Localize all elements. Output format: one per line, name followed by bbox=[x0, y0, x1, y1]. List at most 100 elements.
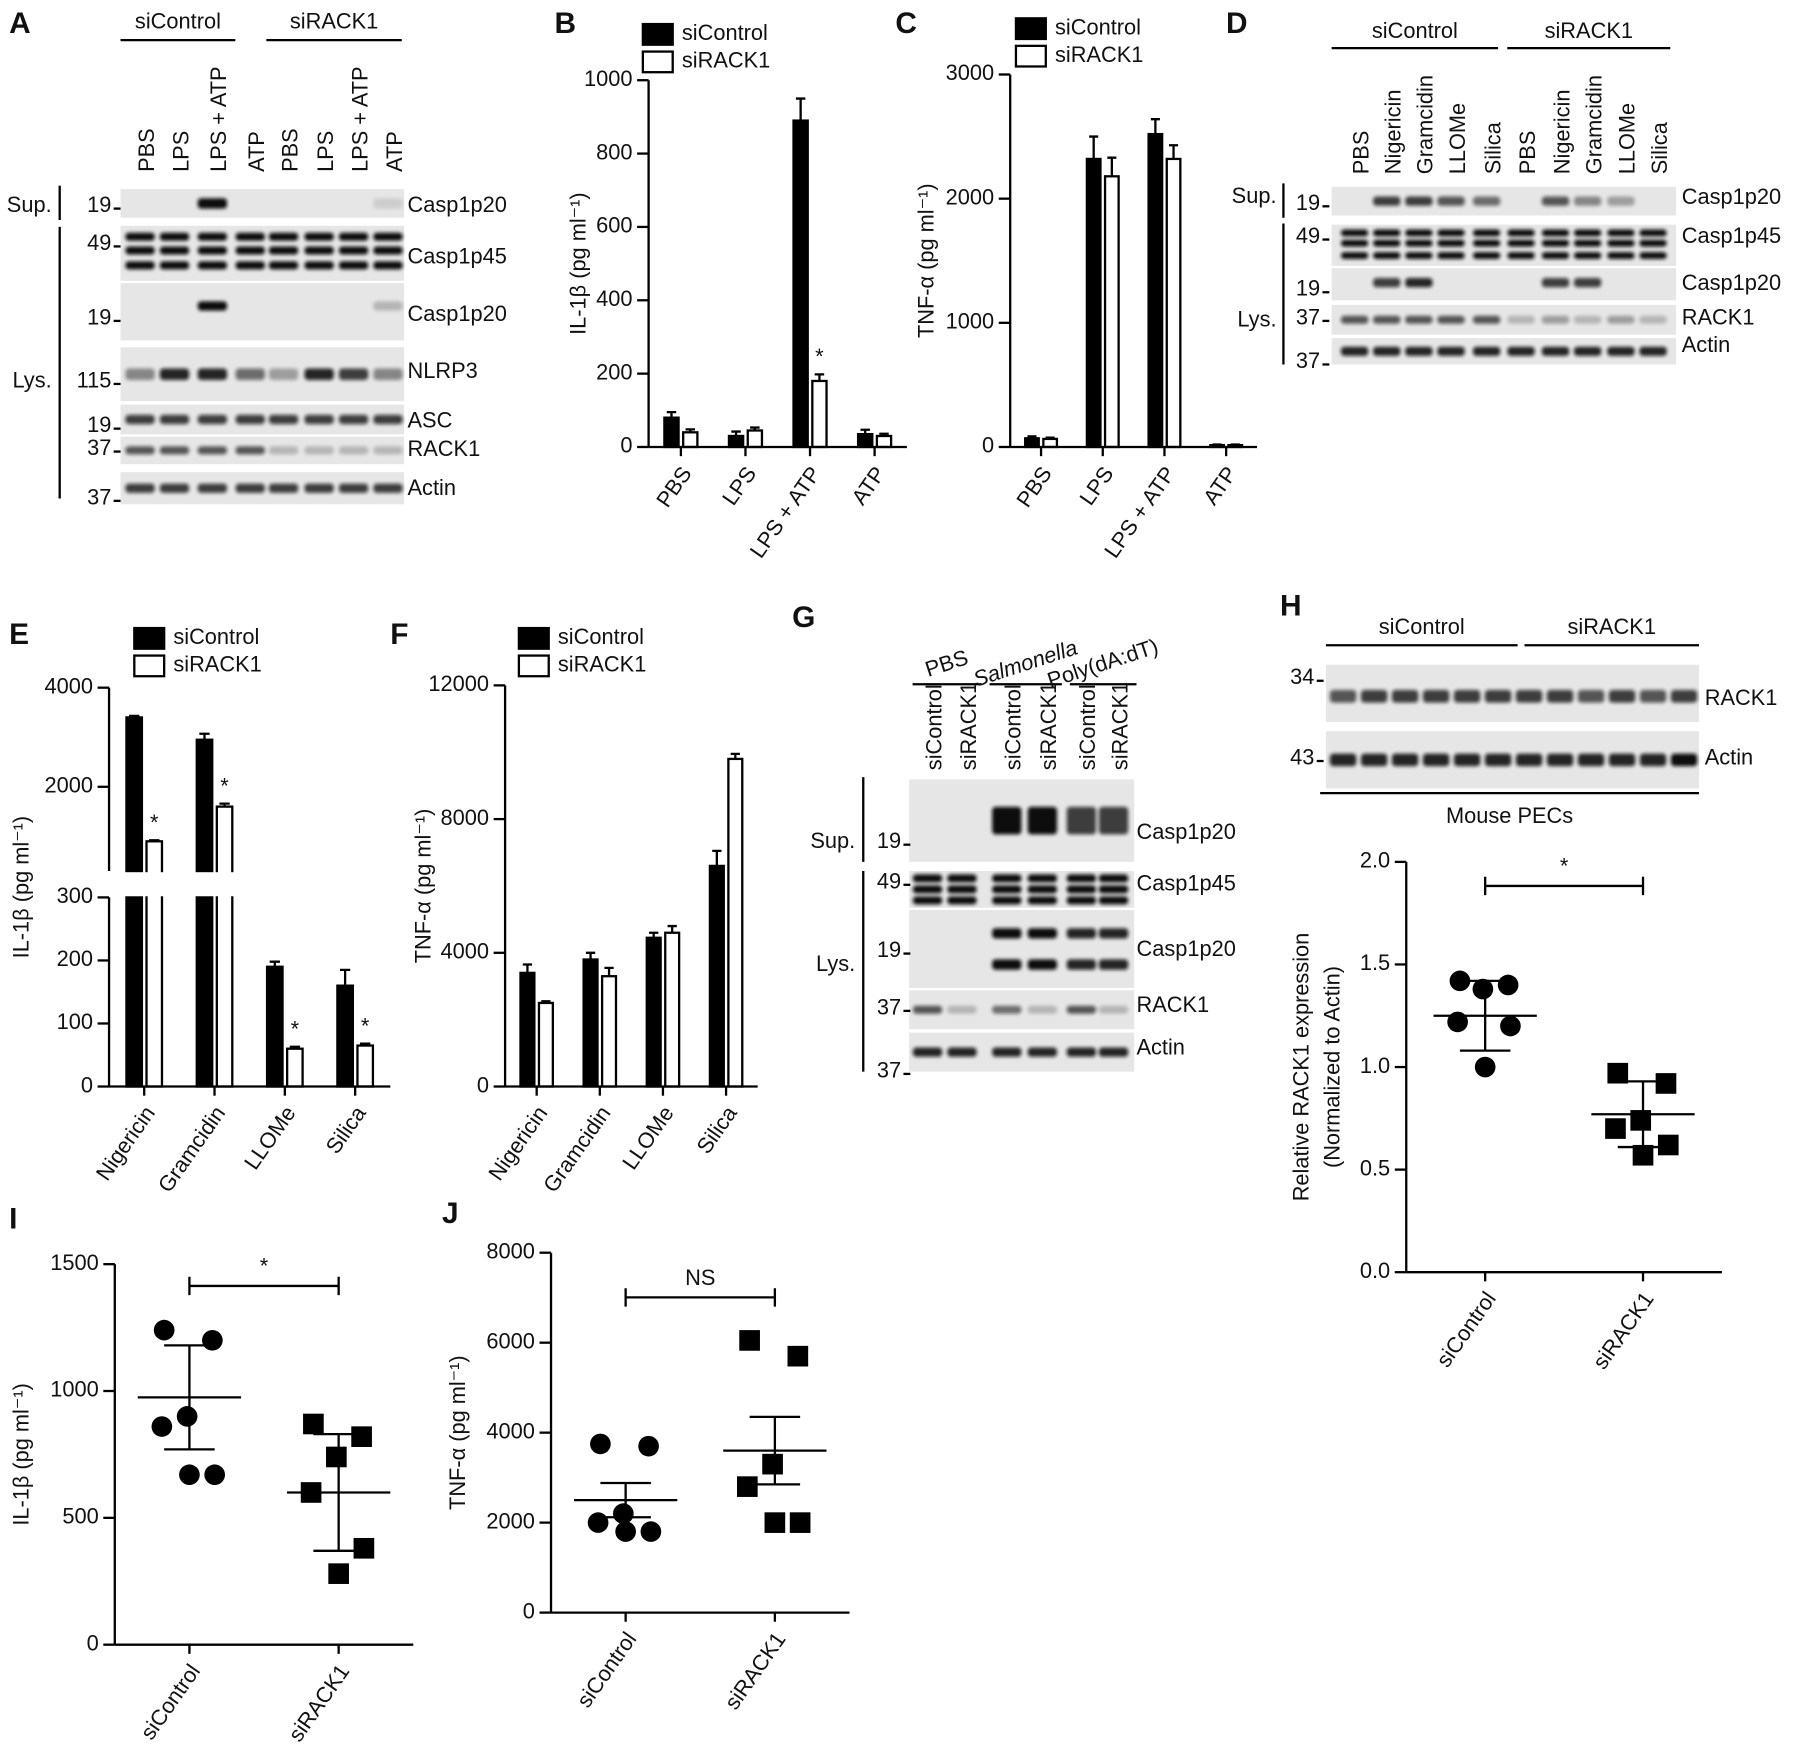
error-bar bbox=[879, 432, 889, 436]
point bbox=[353, 1537, 375, 1559]
y-tick-label: 600 bbox=[596, 213, 632, 238]
band bbox=[1360, 689, 1388, 703]
band bbox=[1472, 315, 1501, 324]
blot-strip bbox=[909, 1032, 1135, 1072]
band bbox=[1422, 753, 1450, 767]
error-bar bbox=[667, 924, 677, 933]
significance: * bbox=[291, 1017, 300, 1042]
blot-strip bbox=[1325, 731, 1699, 789]
protein-label: Casp1p45 bbox=[1136, 871, 1235, 896]
bar bbox=[1103, 175, 1120, 449]
band bbox=[1066, 959, 1097, 970]
y-tick-label: 200 bbox=[596, 359, 632, 384]
y-tick-label: 6000 bbox=[486, 1328, 535, 1353]
point bbox=[326, 1446, 347, 1468]
band bbox=[268, 414, 299, 425]
y-tick-label: 2000 bbox=[44, 773, 93, 798]
bar bbox=[195, 738, 214, 1088]
lane-label: LPS + ATP bbox=[206, 66, 231, 171]
point bbox=[1655, 1073, 1677, 1094]
y-tick-label: 3000 bbox=[946, 60, 995, 85]
band bbox=[1541, 278, 1570, 288]
mw-label: 37 bbox=[877, 1057, 901, 1082]
lane-label: Silica bbox=[1647, 121, 1672, 174]
band bbox=[1098, 896, 1129, 905]
significance: * bbox=[150, 810, 159, 835]
panel-letter: E bbox=[9, 618, 29, 651]
band bbox=[1066, 928, 1097, 939]
band bbox=[1541, 315, 1570, 324]
bar bbox=[125, 716, 144, 1088]
band bbox=[373, 368, 403, 380]
error-bar bbox=[685, 428, 696, 433]
band bbox=[1541, 346, 1570, 356]
significance-bracket bbox=[188, 1276, 340, 1296]
blot-strip bbox=[120, 283, 405, 341]
point bbox=[638, 1435, 659, 1457]
y-tick-label: 1000 bbox=[584, 66, 633, 91]
lane-label: PBS bbox=[1348, 131, 1373, 175]
point bbox=[204, 1464, 225, 1486]
lane-label: siRACK1 bbox=[1036, 682, 1061, 770]
band bbox=[1607, 239, 1635, 247]
blot-strip bbox=[120, 189, 405, 218]
bar bbox=[582, 958, 599, 1088]
mw-label: 37 bbox=[1296, 348, 1320, 373]
band bbox=[1453, 753, 1481, 767]
band bbox=[1515, 753, 1543, 767]
band bbox=[1098, 1047, 1129, 1057]
band bbox=[1098, 1005, 1129, 1014]
panel-letter: H bbox=[1280, 589, 1302, 622]
band bbox=[1098, 806, 1129, 835]
x-tick-label: LPS bbox=[717, 462, 761, 510]
bar bbox=[1085, 157, 1102, 449]
band bbox=[1405, 229, 1433, 237]
band bbox=[338, 446, 369, 455]
point bbox=[1657, 1134, 1679, 1156]
band bbox=[1373, 315, 1401, 324]
band bbox=[1360, 753, 1388, 767]
x-tick-label: LLOMe bbox=[239, 1101, 301, 1174]
y-tick-label: 1000 bbox=[946, 309, 995, 334]
band bbox=[1373, 278, 1401, 288]
x-tick-label: Nigericin bbox=[91, 1101, 160, 1185]
mw-label: 34 bbox=[1290, 664, 1314, 689]
legend-swatch bbox=[641, 22, 674, 46]
y-tick-label: 8000 bbox=[441, 805, 490, 830]
error-bar bbox=[269, 960, 280, 967]
band bbox=[373, 198, 403, 209]
band bbox=[1066, 1047, 1097, 1057]
mw-label: 115 bbox=[77, 367, 112, 392]
bar bbox=[285, 1047, 304, 1088]
protein-label: Casp1p20 bbox=[1136, 819, 1235, 844]
band bbox=[1573, 278, 1602, 288]
error-bar bbox=[604, 966, 614, 977]
bar bbox=[1024, 437, 1040, 449]
error-bar bbox=[649, 931, 659, 938]
significance-bracket bbox=[624, 1288, 777, 1307]
point bbox=[590, 1433, 611, 1455]
band bbox=[1340, 252, 1369, 260]
band bbox=[1573, 315, 1602, 324]
band bbox=[338, 414, 369, 425]
band bbox=[1573, 229, 1602, 237]
error-bar bbox=[749, 1415, 801, 1486]
y-tick-label: 0 bbox=[87, 1630, 99, 1655]
band bbox=[1329, 689, 1357, 703]
band bbox=[1027, 874, 1057, 883]
mw-label: 49 bbox=[87, 230, 111, 255]
band bbox=[197, 198, 228, 209]
band bbox=[197, 246, 228, 255]
band bbox=[1027, 806, 1057, 835]
band bbox=[1507, 315, 1535, 324]
mw-label: 43 bbox=[1290, 744, 1314, 769]
band bbox=[1066, 896, 1097, 905]
panel-letter: G bbox=[792, 601, 815, 634]
band bbox=[1027, 959, 1057, 970]
band bbox=[1507, 229, 1535, 237]
band bbox=[1607, 252, 1635, 260]
point bbox=[787, 1345, 809, 1367]
band bbox=[1437, 229, 1465, 237]
band bbox=[1670, 689, 1698, 703]
